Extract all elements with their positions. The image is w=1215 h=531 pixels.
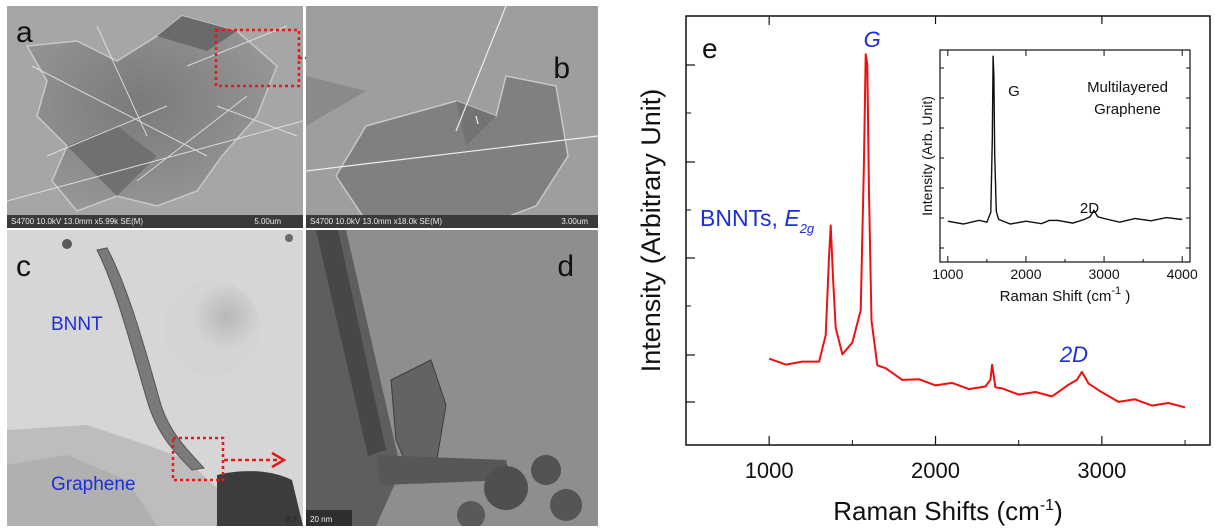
- x-tick-label: 1000: [745, 458, 794, 483]
- zoom-arrow-bottom: [224, 451, 287, 469]
- inset-x-tick-label: 4000: [1167, 266, 1198, 282]
- sem-image-a: [7, 6, 303, 228]
- x-tick-label: 2000: [911, 458, 960, 483]
- scale-label-d: 20 nm: [310, 515, 333, 524]
- panel-label-d: d: [557, 250, 574, 283]
- sem-footer-b: S4700 10.0kV 13.0mm x18.0k SE(M): [310, 217, 443, 226]
- sem-image-b: [306, 6, 598, 228]
- inset-annotation-2D: 2D: [1080, 200, 1099, 217]
- panel-d-tem-image: d 20 nm: [306, 230, 598, 526]
- panel-label-b: b: [553, 52, 570, 85]
- tem-image-c: [7, 230, 303, 526]
- sem-footer-a: S4700 10.0kV 13.0mm x5.99k SE(M): [11, 217, 144, 226]
- annotation-bnnt-e2g: BNNTs, E2g: [700, 205, 815, 236]
- inset-title-line1: Multilayered: [1087, 79, 1168, 96]
- raman-chart: 1000 2000 3000 Raman Shifts (cm-1) Intensity…: [636, 15, 1211, 526]
- inset-x-tick-label: 1000: [932, 266, 963, 282]
- panel-label-a: a: [16, 16, 33, 49]
- panel-a-sem-image: a S4700 10.0kV 13.0mm x5.99k SE(M) 5.00u…: [7, 6, 303, 228]
- annotation-G: G: [864, 27, 881, 52]
- x-tick-label: 3000: [1077, 458, 1126, 483]
- annotation-2D: 2D: [1059, 342, 1088, 367]
- inset-x-tick-label: 2000: [1010, 266, 1041, 282]
- main-plot-frame: [685, 15, 1211, 446]
- inset-annotation-G: G: [1008, 83, 1020, 100]
- inset-title-line2: Graphene: [1094, 101, 1161, 118]
- inset-spectrum-line: [947, 55, 1183, 225]
- annotation-graphene: Graphene: [51, 474, 136, 495]
- x-axis-label: Raman Shifts (cm-1): [833, 496, 1063, 526]
- scale-label-b: 3.00um: [561, 217, 588, 226]
- raman-spectrum-line: [768, 53, 1186, 409]
- tem-image-d: [306, 230, 598, 526]
- scale-label-a: 5.00um: [254, 217, 281, 226]
- scale-label-c: 0.2: [285, 515, 297, 524]
- y-axis-label: Intensity (Arbitrary Unit): [636, 89, 666, 373]
- inset-x-axis-label: Raman Shift (cm-1 ): [1000, 285, 1131, 305]
- panel-label-c: c: [16, 250, 31, 283]
- panel-b-sem-image: b S4700 10.0kV 13.0mm x18.0k SE(M) 3.00u…: [306, 6, 598, 228]
- inset-y-axis-label: Intensity (Arb. Unit): [919, 96, 935, 216]
- zoom-box-c: [171, 436, 225, 482]
- annotation-bnnt: BNNT: [51, 314, 103, 335]
- inset-x-tick-label: 3000: [1088, 266, 1119, 282]
- panel-label-e: e: [702, 33, 718, 64]
- inset-background: [926, 24, 1202, 306]
- panel-c-tem-image: c BNNT Graphene 0.2: [7, 230, 303, 526]
